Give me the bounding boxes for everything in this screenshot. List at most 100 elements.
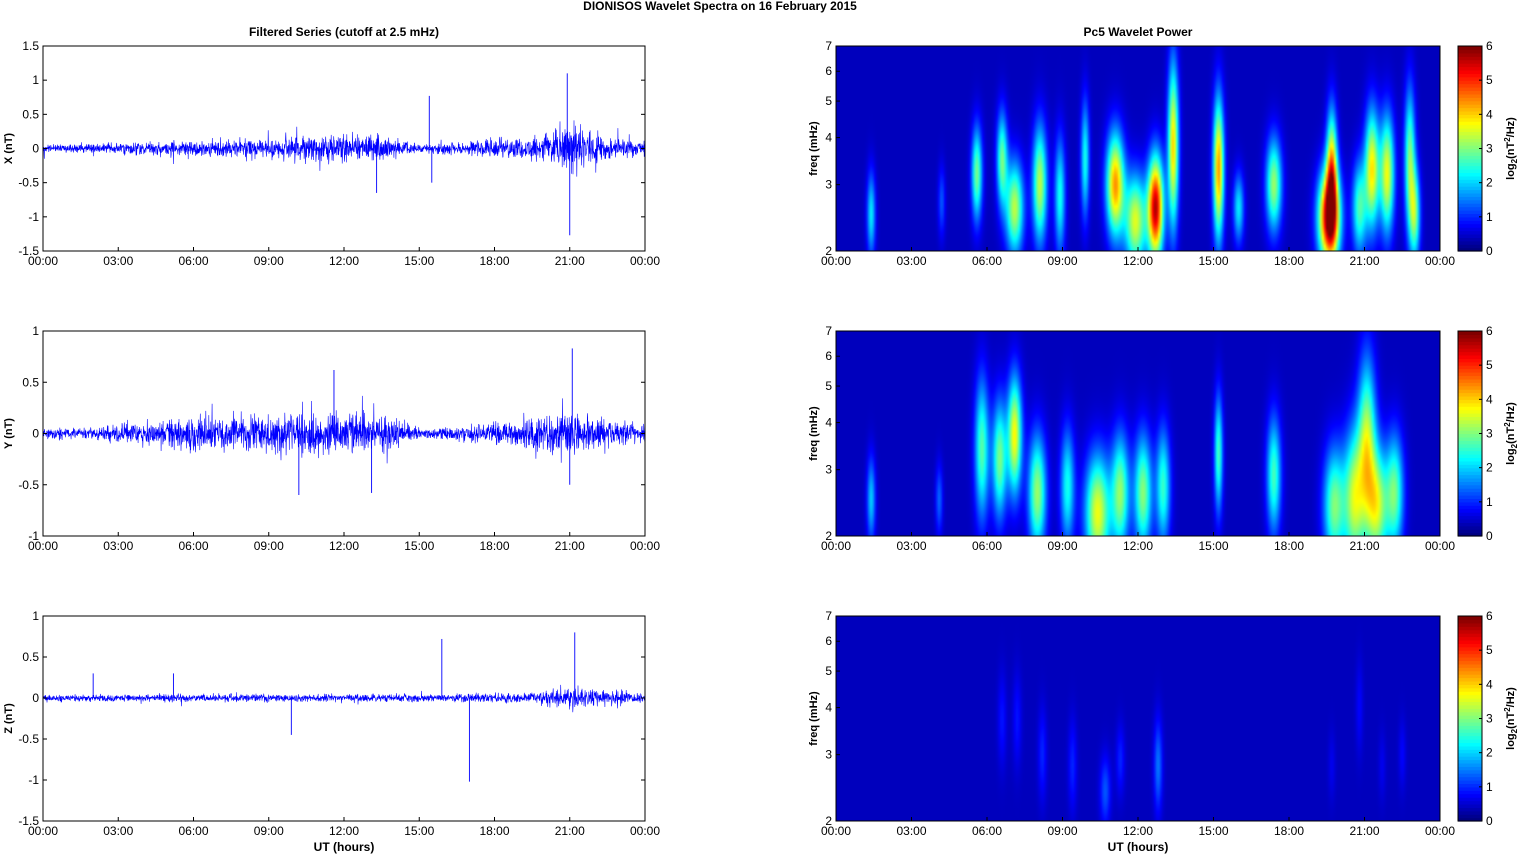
y-tick-label: 1 [32, 73, 39, 87]
y-axis-label: Y (nT) [3, 418, 15, 449]
colorbar-tick-label: 2 [1486, 746, 1493, 760]
colorbar-step [1458, 776, 1482, 781]
colorbar-tick-label: 6 [1486, 609, 1493, 623]
colorbar-step [1458, 639, 1482, 644]
colorbar-step [1458, 457, 1482, 462]
y-tick-label: 4 [825, 416, 832, 430]
colorbar-step [1458, 650, 1482, 655]
colorbar-step [1458, 392, 1482, 397]
colorbar-step [1458, 735, 1482, 740]
colorbar-step [1458, 409, 1482, 414]
colorbar-step [1458, 406, 1482, 411]
colorbar-step [1458, 670, 1482, 675]
x-tick-label: 09:00 [254, 539, 284, 553]
colorbar-step [1458, 419, 1482, 424]
colorbar-step [1458, 361, 1482, 366]
y-tick-label: 2 [825, 529, 832, 543]
colorbar-step [1458, 474, 1482, 479]
x-tick-label: 21:00 [555, 539, 585, 553]
colorbar-step [1458, 512, 1482, 517]
colorbar-step [1458, 660, 1482, 665]
colorbar-step [1458, 413, 1482, 418]
colorbar-step [1458, 423, 1482, 428]
colorbar-step [1458, 749, 1482, 754]
colorbar-step [1458, 797, 1482, 802]
x-tick-label: 09:00 [1047, 824, 1077, 838]
colorbar-step [1458, 505, 1482, 510]
colorbar-step [1458, 354, 1482, 359]
colorbar: 0 1 2 3 4 5 6 log2(nT2/Hz) [1457, 324, 1519, 543]
x-tick-label: 03:00 [896, 254, 926, 268]
y-axis-label: freq (mHz) [808, 406, 820, 461]
colorbar-step [1458, 718, 1482, 723]
colorbar-tick-label: 3 [1486, 712, 1493, 726]
colorbar-step [1458, 756, 1482, 761]
y-tick-label: 4 [825, 131, 832, 145]
colorbar-step [1458, 783, 1482, 788]
x-tick-label: 03:00 [896, 539, 926, 553]
y-tick-label: 3 [825, 178, 832, 192]
colorbar-step [1458, 732, 1482, 737]
plot-area: 1.510.50-0.5-1-1.500:00 03:00 06:00 09:00 12… [3, 39, 1519, 838]
y-tick-label: 7 [825, 324, 832, 338]
y-axis-label: freq (mHz) [808, 121, 820, 176]
y-tick-label: -1 [28, 210, 39, 224]
x-tick-label: 00:00 [28, 254, 58, 268]
colorbar-step [1458, 244, 1482, 249]
colorbar-label: log2(nT2/Hz) [1503, 402, 1519, 465]
left-x-axis-label: UT (hours) [314, 840, 375, 854]
power-panel-Y-power: 2 3 4 5 6 7 00:00 03:00 06:00 09:00 12:00 15:00 18:0… [808, 324, 1519, 553]
colorbar-step [1458, 800, 1482, 805]
power-heatmap-Y-power [836, 331, 1440, 536]
colorbar-step [1458, 348, 1482, 353]
x-tick-label: 00:00 [821, 254, 851, 268]
x-tick-label: 18:00 [479, 539, 509, 553]
colorbar-step [1458, 481, 1482, 486]
colorbar-step [1458, 430, 1482, 435]
colorbar-step [1458, 708, 1482, 713]
colorbar-tick-label: 0 [1486, 814, 1493, 828]
y-tick-label: 2 [825, 814, 832, 828]
x-tick-label: 15:00 [1198, 824, 1228, 838]
y-tick-label: -1.5 [18, 244, 39, 258]
colorbar-step [1458, 687, 1482, 692]
colorbar-step [1458, 162, 1482, 167]
colorbar-step [1458, 49, 1482, 54]
colorbar-step [1458, 334, 1482, 339]
colorbar-step [1458, 83, 1482, 88]
colorbar-step [1458, 488, 1482, 493]
colorbar-step [1458, 227, 1482, 232]
colorbar-step [1458, 817, 1482, 822]
colorbar-tick-label: 0 [1486, 244, 1493, 258]
colorbar-step [1458, 766, 1482, 771]
colorbar-step [1458, 216, 1482, 221]
colorbar-step [1458, 158, 1482, 163]
y-tick-label: 3 [825, 748, 832, 762]
power-heatmap-X-power [836, 46, 1440, 251]
y-tick-label: 5 [825, 379, 832, 393]
colorbar-step [1458, 704, 1482, 709]
series-line-X [42, 120, 646, 177]
colorbar-step [1458, 691, 1482, 696]
colorbar-tick-label: 5 [1486, 73, 1493, 87]
colorbar-step [1458, 230, 1482, 235]
colorbar-tick-label: 6 [1486, 324, 1493, 338]
right-column-title: Pc5 Wavelet Power [1084, 25, 1193, 39]
colorbar-step [1458, 189, 1482, 194]
x-tick-label: 00:00 [821, 539, 851, 553]
colorbar-step [1458, 460, 1482, 465]
colorbar-step [1458, 721, 1482, 726]
y-tick-label: -1.5 [18, 814, 39, 828]
x-tick-label: 00:00 [28, 824, 58, 838]
colorbar-step [1458, 128, 1482, 133]
colorbar-step [1458, 182, 1482, 187]
x-tick-label: 06:00 [972, 539, 1002, 553]
colorbar-step [1458, 117, 1482, 122]
colorbar-step [1458, 80, 1482, 85]
x-tick-label: 00:00 [630, 254, 660, 268]
colorbar-tick-label: 3 [1486, 142, 1493, 156]
x-tick-label: 03:00 [103, 539, 133, 553]
colorbar-tick-label: 1 [1486, 780, 1493, 794]
colorbar-step [1458, 616, 1482, 621]
colorbar-step [1458, 186, 1482, 191]
